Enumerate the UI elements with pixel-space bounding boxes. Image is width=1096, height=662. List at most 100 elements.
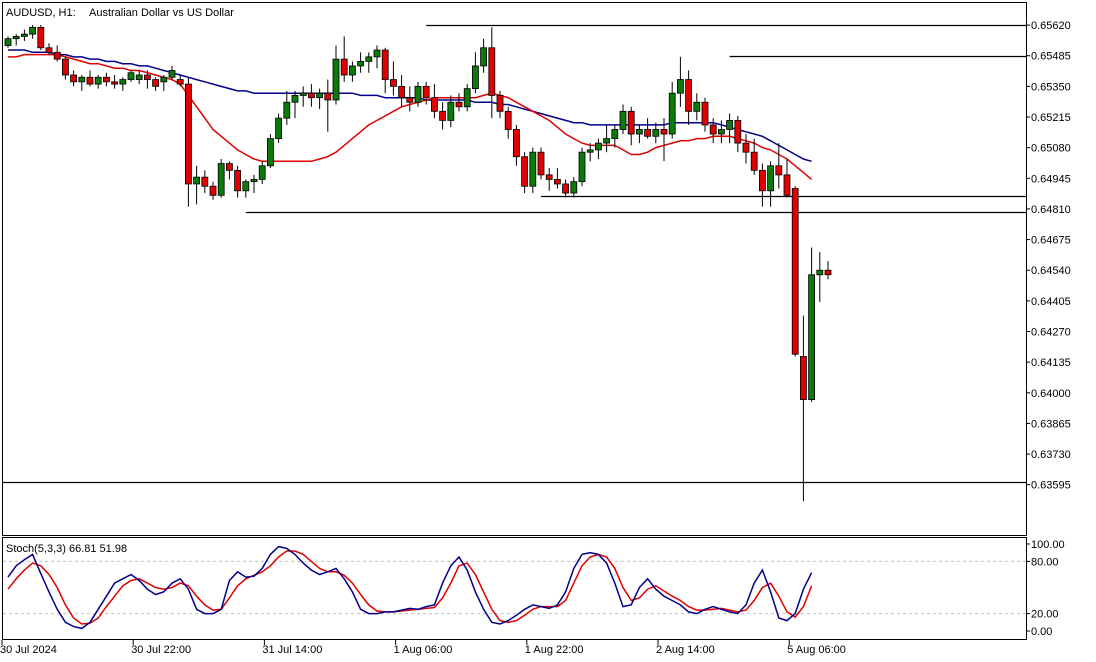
candle-body — [726, 120, 733, 130]
candle — [488, 27, 496, 119]
candle — [463, 84, 471, 112]
candle — [119, 77, 127, 91]
candle-body — [603, 138, 610, 144]
stochastic-lines — [7, 545, 813, 630]
candle — [718, 120, 725, 144]
candle-body — [299, 92, 307, 96]
candle-body — [373, 49, 381, 58]
candle — [53, 45, 61, 62]
candle-body — [283, 101, 291, 119]
candle — [266, 134, 274, 169]
candle-body — [521, 156, 528, 187]
support-resistance-lines — [3, 24, 1026, 484]
candle-body — [193, 176, 201, 185]
candle-body — [86, 76, 94, 85]
candle-body — [78, 76, 86, 83]
price-tick-label: 0.64270 — [1031, 326, 1071, 338]
candle-body — [816, 269, 824, 276]
time-tick-label: 5 Aug 06:00 — [787, 644, 846, 656]
candle — [430, 84, 438, 119]
candle-body — [4, 38, 12, 46]
candle — [20, 29, 28, 41]
candle-body — [291, 95, 299, 103]
candle — [201, 170, 209, 194]
stochastic-d-line — [7, 550, 813, 625]
candle-body — [348, 65, 356, 76]
candle — [127, 70, 135, 82]
candle — [103, 72, 110, 87]
candle-body — [29, 26, 37, 35]
candle-body — [800, 356, 807, 400]
price-tick-label: 0.65080 — [1031, 143, 1071, 155]
price-tick-label: 0.64675 — [1031, 235, 1071, 247]
candle — [357, 52, 365, 73]
price-axis: 0.65620 0.65485 0.65350 0.65215 0.65080 0.649… — [1026, 20, 1071, 492]
candle — [373, 45, 381, 69]
candle — [184, 77, 192, 207]
time-tick-label: 1 Aug 06:00 — [394, 644, 453, 656]
candle — [340, 36, 348, 82]
candle — [496, 90, 504, 119]
candle-body — [357, 60, 365, 67]
candle-body — [176, 79, 184, 85]
price-tick-label: 0.65215 — [1031, 112, 1071, 124]
candle — [29, 25, 37, 39]
price-tick-label: 0.64405 — [1031, 296, 1071, 308]
candle-body — [759, 169, 766, 192]
candle — [365, 52, 373, 73]
candle — [677, 56, 684, 107]
candle-body — [447, 101, 455, 121]
candle — [348, 61, 356, 82]
candle — [152, 77, 160, 91]
candle-body — [668, 92, 676, 135]
candle-body — [455, 101, 463, 108]
candle-body — [152, 79, 160, 87]
price-tick-label: 0.65350 — [1031, 81, 1071, 93]
candle — [668, 81, 676, 139]
price-tick-label: 0.63730 — [1031, 449, 1071, 461]
candle-body — [619, 110, 627, 130]
candle-body — [332, 58, 340, 101]
candle-body — [184, 83, 192, 185]
candle-body — [537, 151, 545, 176]
stochastic-tick-label: 20.00 — [1031, 609, 1059, 621]
candle-body — [389, 79, 397, 87]
candle-body — [718, 129, 725, 135]
candle — [12, 34, 20, 46]
candle — [250, 174, 258, 194]
candle — [455, 93, 463, 112]
candle — [307, 84, 315, 107]
candle-body — [381, 49, 389, 80]
candle-body — [742, 142, 750, 153]
candle — [701, 97, 709, 132]
candle — [586, 143, 594, 162]
candle-body — [275, 117, 283, 139]
candle-body — [488, 47, 496, 96]
candle-body — [316, 92, 324, 99]
stochastic-tick-label: 0.00 — [1031, 626, 1052, 638]
time-tick-label: 30 Jul 22:00 — [131, 644, 191, 656]
candle-body — [701, 101, 709, 126]
candle-body — [660, 129, 668, 135]
candle-body — [677, 79, 684, 94]
candle-body — [12, 36, 20, 40]
candle — [521, 152, 528, 194]
candle-body — [750, 151, 758, 171]
candle — [750, 138, 758, 175]
candle-body — [307, 92, 315, 99]
price-tick-label: 0.63865 — [1031, 418, 1071, 430]
candle — [562, 179, 569, 198]
candle-body — [808, 274, 815, 400]
candle-body — [685, 79, 692, 112]
candle-body — [570, 181, 578, 194]
candle-body — [217, 163, 225, 196]
candle-body — [398, 85, 406, 99]
time-tick-label: 1 Aug 22:00 — [525, 644, 584, 656]
candle — [242, 179, 250, 198]
candle — [176, 75, 184, 87]
candle-body — [266, 138, 274, 167]
stochastic-axis: 100.00 80.00 20.00 0.00 — [1026, 539, 1065, 638]
price-tick-label: 0.64135 — [1031, 357, 1071, 369]
candle-body — [414, 85, 422, 103]
time-tick-label: 2 Aug 14:00 — [656, 644, 715, 656]
